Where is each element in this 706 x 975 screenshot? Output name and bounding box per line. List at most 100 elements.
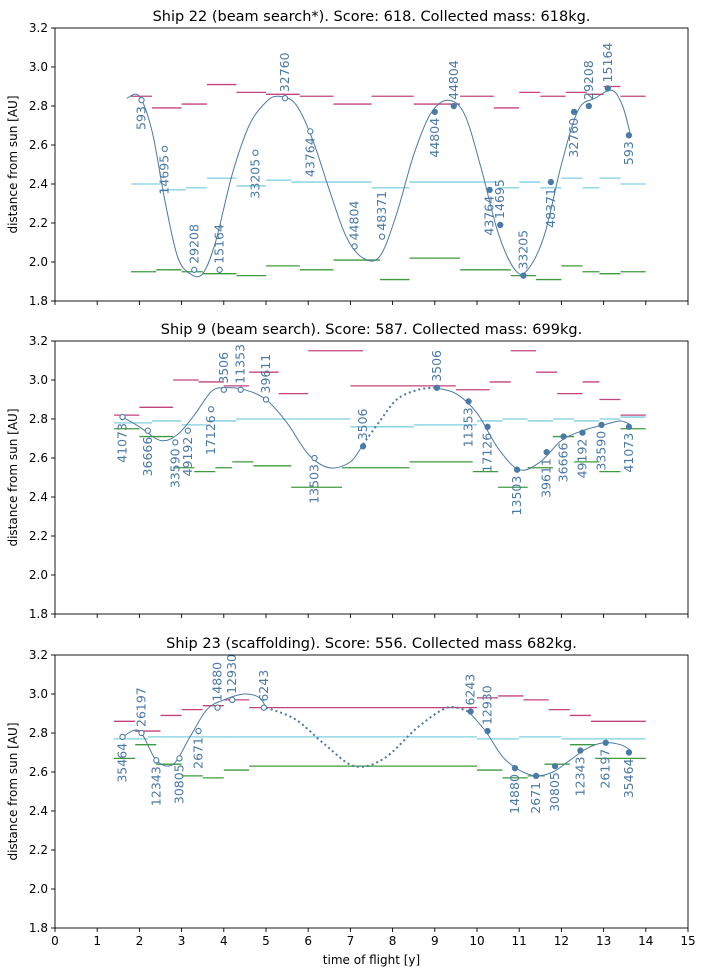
point-label: 11353 <box>461 407 476 447</box>
point-label: 39611 <box>258 354 273 394</box>
panel-ship-9: Ship 9 (beam search). Score: 587. Collec… <box>6 322 689 621</box>
plot-frame <box>54 654 689 929</box>
data-point <box>119 413 126 421</box>
point-label: 13503 <box>509 476 524 516</box>
data-point <box>119 733 126 741</box>
point-label: 26197 <box>134 687 149 727</box>
point-label: 44804 <box>427 118 442 158</box>
y-tick-label: 2.0 <box>29 568 48 582</box>
point-label: 12930 <box>480 685 495 725</box>
point-label: 33590 <box>167 448 182 488</box>
point-label: 3506 <box>355 408 370 440</box>
point-label: 49192 <box>180 437 195 477</box>
panel-ship-23: Ship 23 (scaffolding). Score: 556. Colle… <box>6 636 696 967</box>
data-point <box>351 243 358 250</box>
point-label: 35464 <box>621 758 636 798</box>
data-point <box>497 221 504 229</box>
data-point <box>359 443 367 450</box>
data-point <box>307 128 314 135</box>
data-point <box>585 102 592 110</box>
data-point <box>378 233 386 240</box>
data-point <box>260 704 268 711</box>
point-label: 14695 <box>492 179 507 219</box>
data-point <box>216 266 223 273</box>
x-tick-label: 9 <box>431 934 439 948</box>
x-tick-label: 5 <box>262 934 270 948</box>
y-tick-label: 2.8 <box>29 412 48 426</box>
y-tick-label: 2.0 <box>29 255 48 269</box>
y-tick-label: 2.6 <box>29 138 48 152</box>
data-point <box>138 97 145 104</box>
x-tick-label: 6 <box>304 934 312 948</box>
data-point <box>431 108 438 115</box>
point-label: 33205 <box>515 230 530 270</box>
point-label: 29208 <box>186 224 201 264</box>
y-tick-label: 2.2 <box>29 216 48 230</box>
data-point <box>604 85 611 92</box>
point-label: 36666 <box>556 443 571 483</box>
point-label: 32760 <box>566 118 581 158</box>
point-label: 15164 <box>212 224 227 264</box>
data-point <box>153 757 160 764</box>
data-point <box>138 729 145 737</box>
point-label: 17126 <box>203 415 218 455</box>
data-point <box>520 272 527 279</box>
panel-title: Ship 23 (scaffolding). Score: 556. Colle… <box>166 636 577 652</box>
trajectory-line <box>122 387 364 469</box>
data-point <box>465 398 472 405</box>
x-tick-label: 11 <box>512 934 527 948</box>
data-point <box>484 423 491 430</box>
point-label: 593 <box>621 141 636 165</box>
y-tick-label: 2.6 <box>29 765 48 779</box>
data-point <box>625 423 633 430</box>
y-axis-label: distance from sun [AU] <box>6 408 20 546</box>
data-point <box>262 396 270 403</box>
point-label: 33590 <box>593 431 608 471</box>
data-point <box>484 727 491 735</box>
point-label: 3506 <box>216 352 231 384</box>
y-tick-label: 3.2 <box>29 648 48 662</box>
point-label: 6243 <box>256 670 271 702</box>
point-label: 32760 <box>277 52 292 92</box>
x-tick-label: 0 <box>51 934 59 948</box>
point-label: 14695 <box>157 155 172 195</box>
point-label: 2671 <box>528 782 543 814</box>
data-point <box>560 433 567 440</box>
data-point <box>598 421 605 428</box>
point-label: 14880 <box>209 662 224 702</box>
y-tick-label: 2.4 <box>29 177 48 191</box>
data-point <box>237 386 244 393</box>
y-tick-label: 3.2 <box>29 334 48 348</box>
data-point <box>486 186 493 193</box>
data-point <box>214 704 221 711</box>
y-tick-label: 2.4 <box>29 804 48 818</box>
plot-frame <box>54 340 689 615</box>
point-label: 593 <box>134 106 149 130</box>
y-axis-label: distance from sun [AU] <box>6 722 20 860</box>
data-point <box>625 132 633 139</box>
point-label: 15164 <box>600 43 615 83</box>
data-point <box>511 764 519 772</box>
data-point <box>543 448 550 456</box>
x-axis-label: time of flight [y] <box>323 953 420 967</box>
data-point <box>172 439 179 446</box>
data-point <box>195 727 202 735</box>
y-axis-label: distance from sun [AU] <box>6 95 20 233</box>
point-label: 43764 <box>302 137 317 177</box>
point-label: 12930 <box>224 654 239 694</box>
data-point <box>191 266 198 273</box>
point-label: 12343 <box>572 757 587 797</box>
data-point <box>547 178 554 186</box>
data-point <box>551 763 559 770</box>
point-label: 36666 <box>140 437 155 477</box>
point-label: 30805 <box>547 772 562 812</box>
y-tick-label: 2.0 <box>29 882 48 896</box>
point-label: 39611 <box>539 458 554 498</box>
point-label: 12343 <box>148 766 163 806</box>
y-tick-label: 1.8 <box>29 607 48 621</box>
x-tick-label: 7 <box>347 934 355 948</box>
point-label: 48371 <box>374 191 389 231</box>
trajectory-dotted-line <box>362 386 435 445</box>
y-tick-label: 3.0 <box>29 373 48 387</box>
